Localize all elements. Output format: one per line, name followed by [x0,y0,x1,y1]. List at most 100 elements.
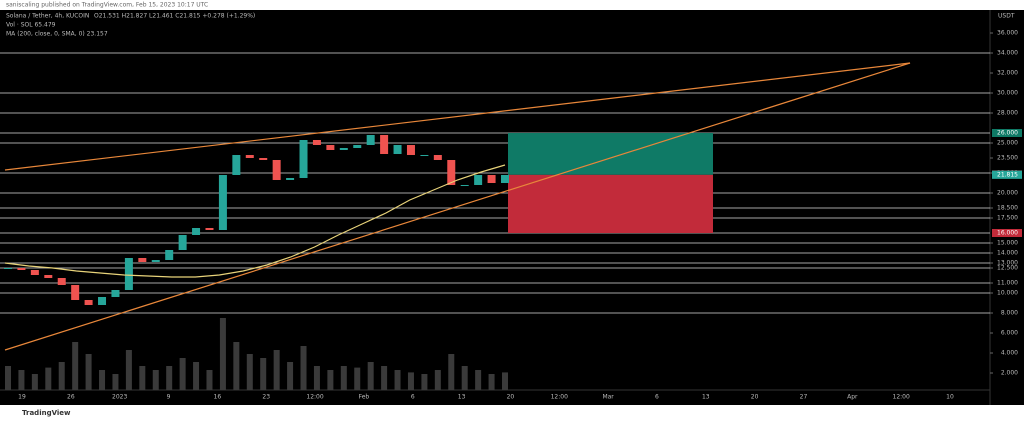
x-tick-label: 13 [702,394,710,401]
candle [487,175,496,183]
x-tick-label: 23 [262,394,270,401]
candle [433,155,442,160]
y-tick-label: 36.000 [997,30,1018,37]
volume-bar [340,366,347,390]
volume-bar [273,350,280,390]
volume-bar [99,370,106,390]
candle [138,258,147,262]
price-label-box [992,229,1022,237]
x-tick-label: 16 [214,394,222,401]
candle [57,278,66,285]
candle [151,260,160,262]
price-label-box [992,129,1022,137]
y-tick-label: 8.000 [1001,310,1018,317]
y-tick-label: 6.000 [1001,330,1018,337]
candle [272,160,281,180]
loss-zone [508,174,713,233]
x-tick-label: 20 [507,394,515,401]
y-tick-label: 30.000 [997,90,1018,97]
candle [192,228,201,235]
x-tick-label: Feb [359,394,370,401]
candle [71,285,80,300]
y-tick-label: 10.000 [997,290,1018,297]
y-tick-label: 32.000 [997,70,1018,77]
price-label: 21.815 [997,171,1018,178]
volume-bar [448,354,455,390]
y-tick-label: 15.000 [997,240,1018,247]
volume-bar [72,342,79,390]
x-tick-label: 9 [167,394,171,401]
trendline [4,62,911,351]
volume-bar [502,372,508,390]
volume-bar [327,370,334,390]
volume-bar [112,374,119,390]
volume-bar [152,370,159,390]
price-label-box [992,170,1022,179]
volume-bar [206,370,213,390]
volume-bar [434,370,441,390]
volume-bar [166,366,173,390]
volume-bar [219,318,226,390]
volume-bar [475,370,482,390]
candle [178,235,187,250]
candle [44,275,53,278]
volume-bar [58,362,65,390]
x-tick-label: 12:00 [306,394,323,401]
volume-bar [354,367,361,390]
volume-bar [179,358,186,390]
y-tick-label: 13.000 [997,260,1018,267]
x-tick-label: 26 [67,394,75,401]
volume-bar [488,374,495,390]
candle [326,145,335,150]
y-tick-label: 23.500 [997,155,1018,162]
volume-label: Vol · SOL 65.479 [6,22,56,29]
candle [420,155,429,156]
volume-bar [381,366,388,390]
candle [380,135,389,154]
volume-bar [139,366,146,390]
candle [98,297,107,305]
volume-bar [45,367,52,390]
x-tick-label: 12:00 [893,394,910,401]
x-tick-label: 20 [751,394,759,401]
x-tick-label: 10 [946,394,954,401]
y-tick-label: 28.000 [997,110,1018,117]
y-tick-label: 17.500 [997,215,1018,222]
price-label: 16.000 [997,230,1018,237]
candle [124,258,133,290]
x-tick-label: 12:00 [551,394,568,401]
y-tick-label: 14.000 [997,250,1018,257]
volume-bar [367,362,374,390]
candle [312,140,321,145]
logo: TradingView [22,409,71,417]
candle [393,145,402,154]
candle [339,148,348,150]
volume-bar [246,354,253,390]
volume-bar [300,346,307,390]
symbol-title: Solana / Tether, 4h, KUCOIN [6,13,89,20]
volume-bar [461,366,468,390]
candle [353,145,362,148]
x-tick-label: 19 [18,394,26,401]
y-tick-label: 25.000 [997,140,1018,147]
candle [259,158,268,160]
publisher: saniscaling published on TradingView.com… [6,2,208,9]
candle [4,268,12,269]
x-tick-label: Mar [602,394,614,401]
candle [17,268,26,270]
candle [245,155,254,158]
candle [299,140,308,178]
ohlc: O21.531 H21.827 L21.461 C21.815 +0.278 (… [94,13,255,20]
candle [111,290,120,297]
candle [205,228,214,230]
y-tick-label: 18.500 [997,205,1018,212]
candle [232,155,241,175]
candle [165,250,174,260]
volume-bar [125,350,132,390]
volume-bar [407,372,414,390]
candle [366,135,375,145]
volume-bar [287,362,294,390]
y-tick-label: 12.500 [997,265,1018,272]
